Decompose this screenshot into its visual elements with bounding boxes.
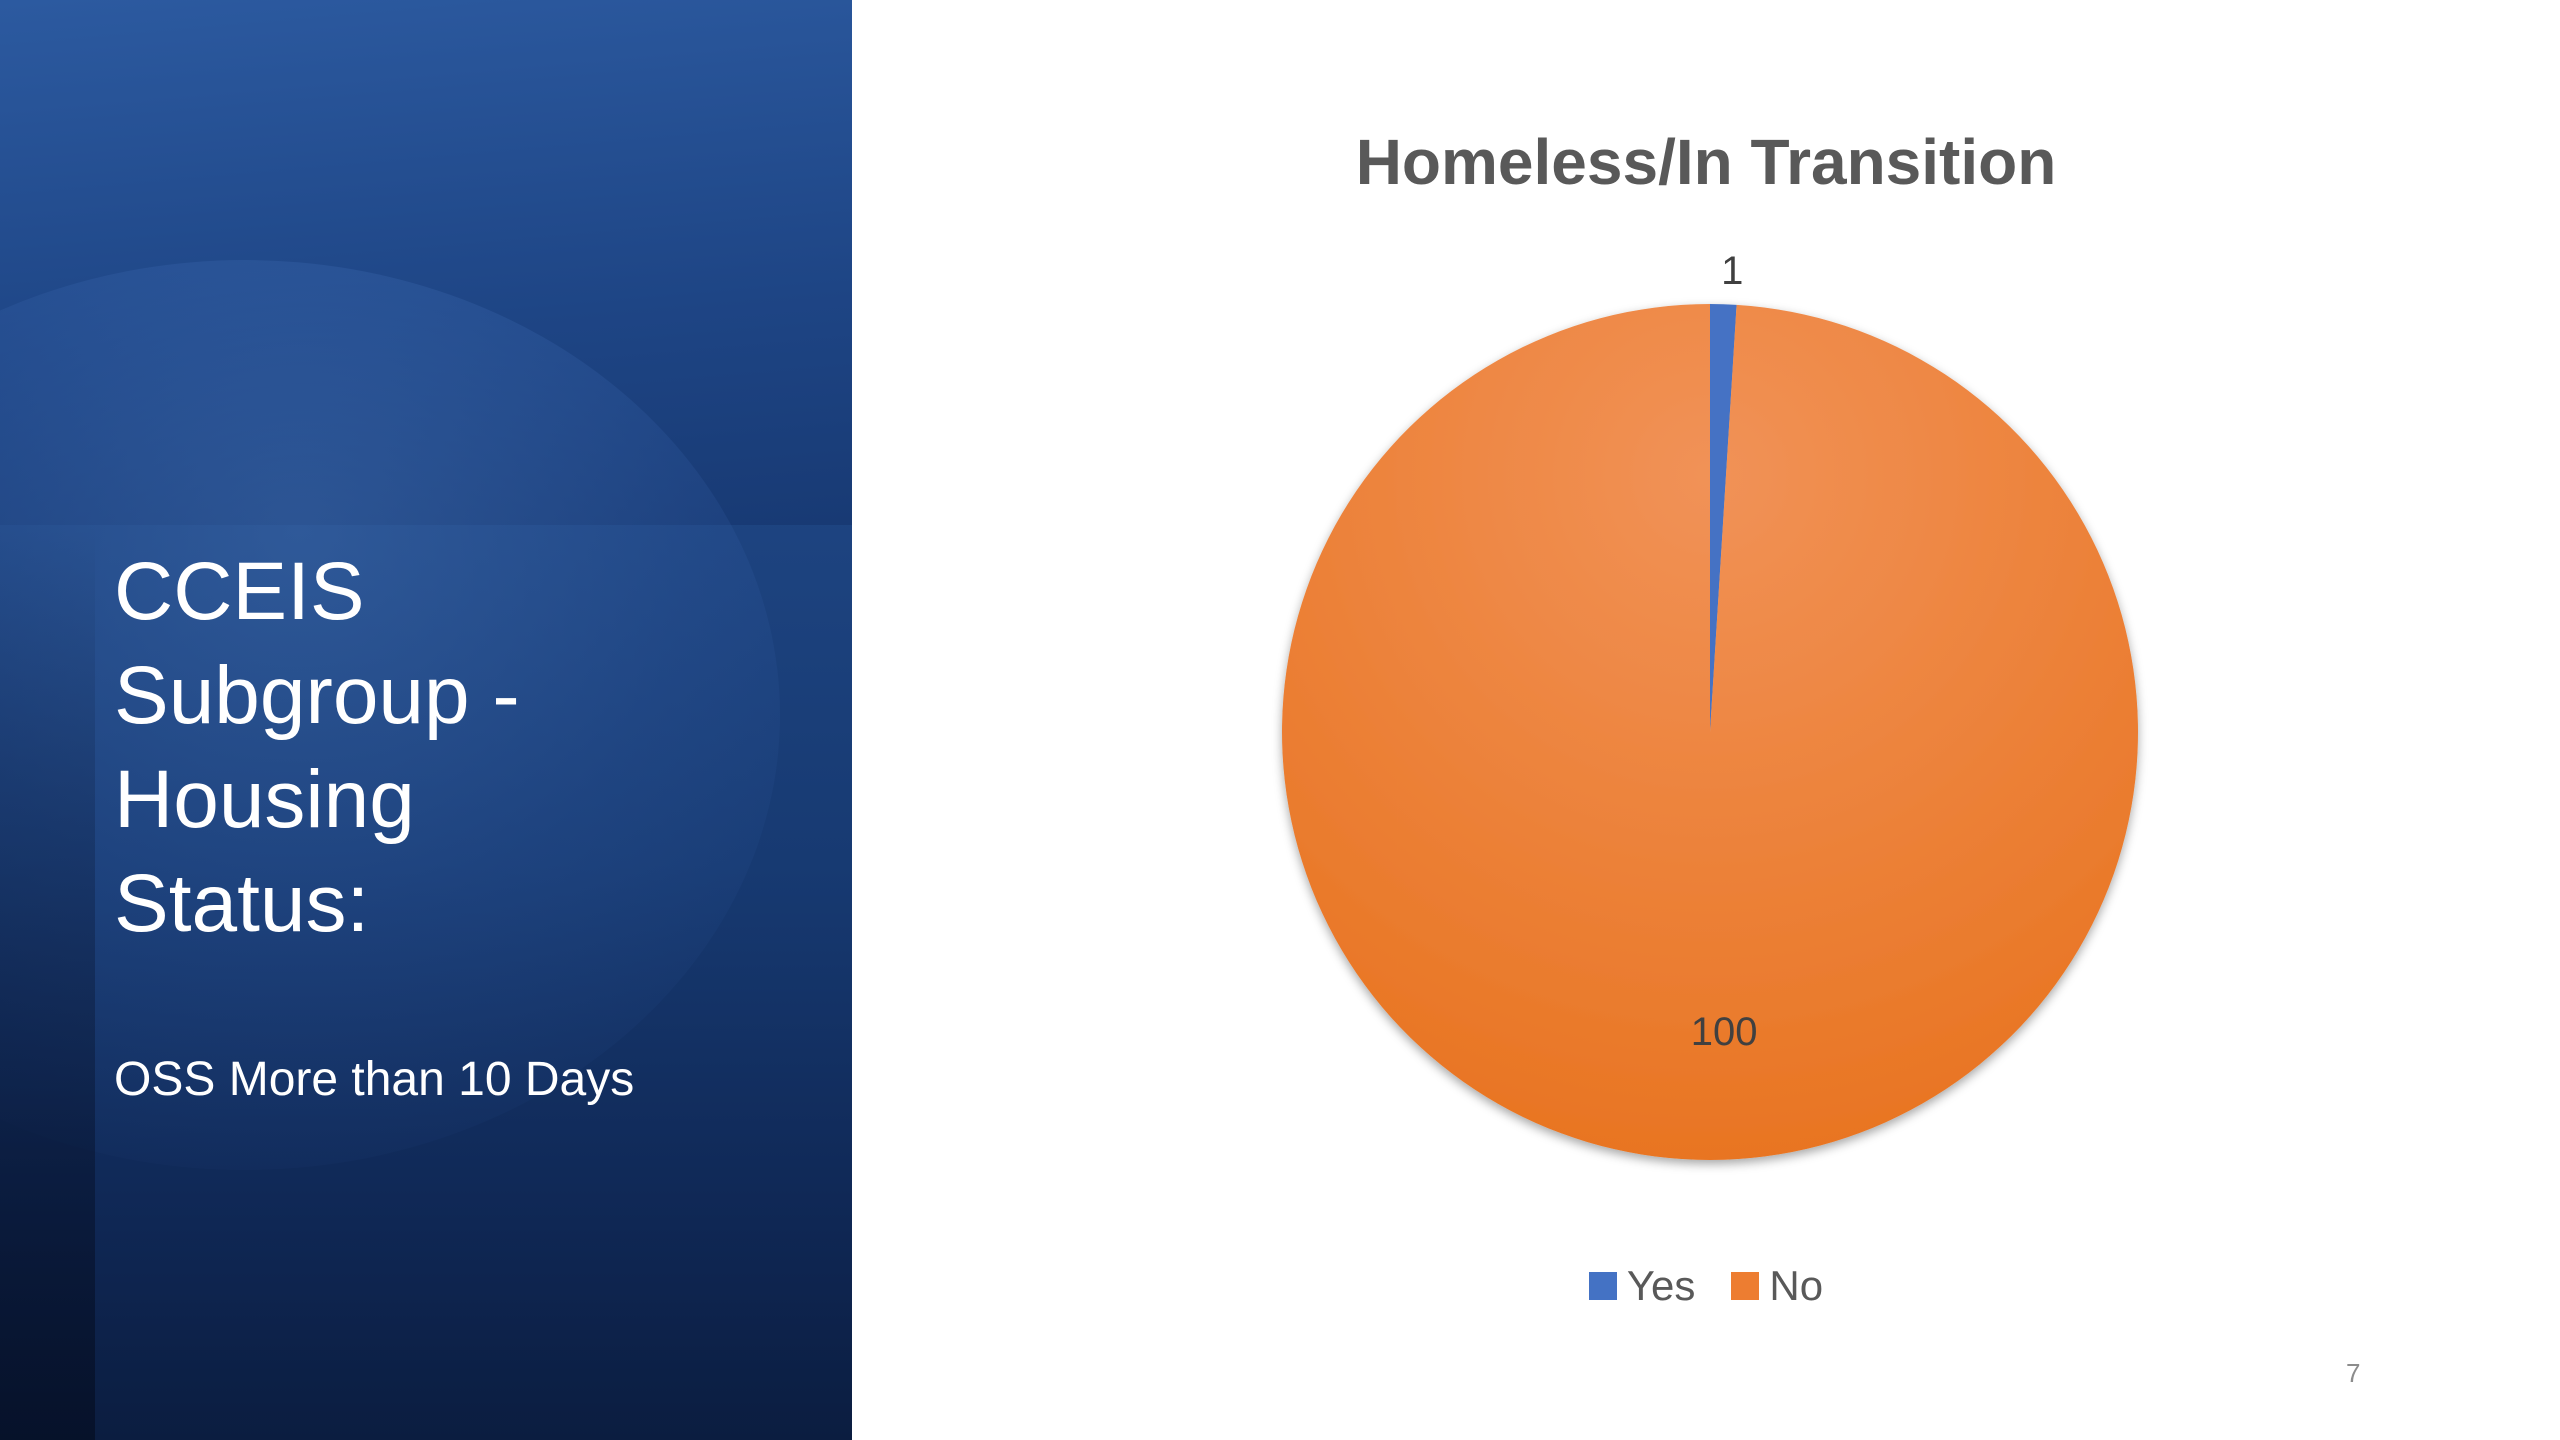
pie-slice-no[interactable] bbox=[1282, 304, 2138, 1160]
pie-slice-yes[interactable] bbox=[1710, 304, 1737, 732]
legend-swatch-no bbox=[1731, 1272, 1760, 1300]
chart-area: Homeless/In Transition 1 100 Yes bbox=[852, 0, 2560, 1440]
panel-top-block bbox=[0, 0, 852, 525]
legend-label-no: No bbox=[1769, 1262, 1824, 1309]
data-label-yes: 1 bbox=[1721, 249, 1743, 293]
slide-number: 7 bbox=[2346, 1358, 2361, 1388]
data-label-no: 100 bbox=[1691, 1010, 1758, 1054]
pie-chart: 1 100 bbox=[1282, 249, 2138, 1160]
slide-subtitle: OSS More than 10 Days bbox=[114, 1053, 635, 1106]
legend-swatch-yes bbox=[1588, 1272, 1617, 1300]
slide-title: CCEIS Subgroup - Housing Status: bbox=[114, 546, 520, 949]
chart-title: Homeless/In Transition bbox=[1355, 126, 2057, 198]
legend-item-yes[interactable]: Yes bbox=[1588, 1262, 1696, 1310]
legend-label-yes: Yes bbox=[1626, 1262, 1696, 1309]
decorative-bar bbox=[0, 525, 95, 1440]
legend-item-no[interactable]: No bbox=[1731, 1262, 1823, 1310]
chart-legend: Yes No bbox=[852, 1262, 2560, 1310]
title-panel: CCEIS Subgroup - Housing Status: OSS Mor… bbox=[0, 0, 852, 1440]
